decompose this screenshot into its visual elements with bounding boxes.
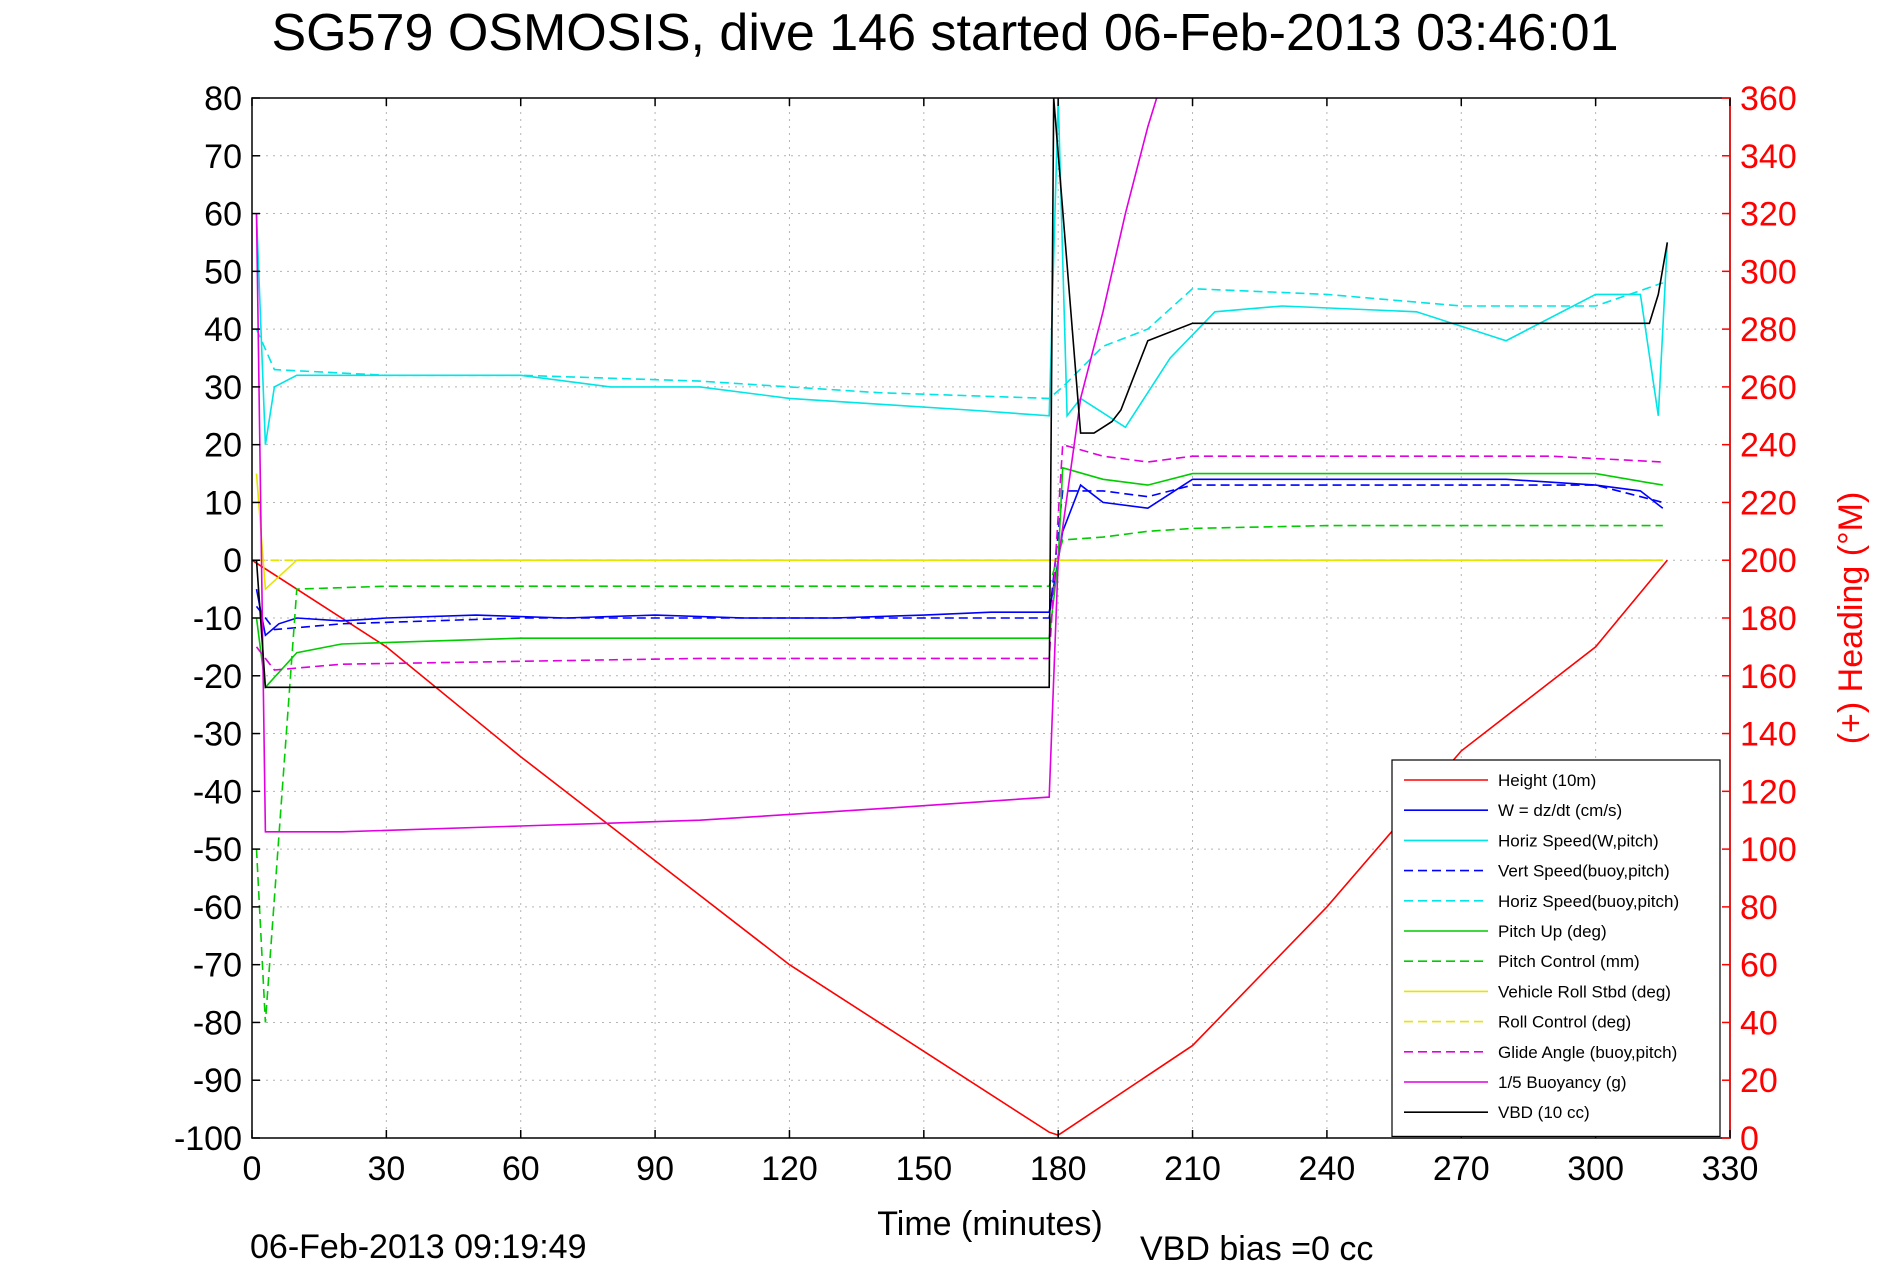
legend-label: Glide Angle (buoy,pitch) [1498, 1043, 1677, 1062]
y-right-tick-label: 60 [1740, 947, 1778, 985]
y-tick-label: -30 [193, 716, 242, 754]
legend: Height (10m) W = dz/dt (cm/s) Horiz Speed(… [1391, 759, 1721, 1137]
series-line-9 [255, 443, 1663, 671]
x-tick-label: 150 [895, 1150, 952, 1188]
y-right-tick-label: 260 [1740, 369, 1797, 407]
y-axis-right-label: (+) Heading (°M) [1832, 492, 1870, 745]
y-right-tick-label: 120 [1740, 773, 1797, 811]
y-tick-label: -50 [193, 831, 242, 869]
y-tick-label: 30 [204, 369, 242, 407]
y-tick-label: -90 [193, 1062, 242, 1100]
legend-label: Horiz Speed(buoy,pitch) [1498, 892, 1679, 911]
series-line-11 [255, 98, 1669, 689]
y-right-tick-label: 180 [1740, 600, 1797, 638]
y-right-tick-label: 80 [1740, 889, 1778, 927]
y-tick-label: 10 [204, 484, 242, 522]
y-tick-label: -40 [193, 773, 242, 811]
y-tick-label: 40 [204, 311, 242, 349]
legend-label: Pitch Up (deg) [1498, 922, 1607, 941]
y-tick-label: -10 [193, 600, 242, 638]
y-right-tick-label: 100 [1740, 831, 1797, 869]
series-line-5 [255, 466, 1663, 690]
y-tick-label: 80 [204, 80, 242, 118]
y-tick-label: 60 [204, 196, 242, 234]
y-right-tick-label: 240 [1740, 427, 1797, 465]
y-tick-label: 70 [204, 138, 242, 176]
x-tick-label: 240 [1299, 1150, 1356, 1188]
legend-label: 1/5 Buoyancy (g) [1498, 1073, 1627, 1092]
y-right-tick-label: 320 [1740, 196, 1797, 234]
chart-title: SG579 OSMOSIS, dive 146 started 06-Feb-2… [271, 4, 1618, 62]
y-right-tick-label: 220 [1740, 484, 1797, 522]
x-tick-label: 90 [636, 1150, 674, 1188]
y-right-tick-label: 300 [1740, 253, 1797, 291]
y-right-tick-label: 200 [1740, 542, 1797, 580]
y-right-tick-label: 280 [1740, 311, 1797, 349]
y-tick-label: -70 [193, 947, 242, 985]
y-right-tick-label: 360 [1740, 80, 1797, 118]
legend-label: Horiz Speed(W,pitch) [1498, 831, 1659, 850]
y-right-tick-label: 160 [1740, 658, 1797, 696]
y-tick-label: -60 [193, 889, 242, 927]
series-line-6 [255, 524, 1663, 1023]
y-right-tick-label: 140 [1740, 716, 1797, 754]
vbd-bias-note: VBD bias =0 cc [1140, 1230, 1373, 1262]
series-layer [252, 98, 1669, 1136]
y-right-tick-label: 340 [1740, 138, 1797, 176]
legend-label: Pitch Control (mm) [1498, 952, 1640, 971]
x-tick-label: 330 [1702, 1150, 1759, 1188]
series-line-2 [255, 98, 1669, 445]
y-right-tick-label: 20 [1740, 1062, 1778, 1100]
x-tick-label: 30 [367, 1150, 405, 1188]
axis-ticks: 0 30 60 90 120 150 180 210 240 270 300 330-100-90-8… [174, 80, 1797, 1188]
y-right-tick-label: 40 [1740, 1004, 1778, 1042]
x-tick-label: 60 [502, 1150, 540, 1188]
y-tick-label: 0 [223, 542, 242, 580]
y-tick-label: -100 [174, 1120, 242, 1158]
x-tick-label: 270 [1433, 1150, 1490, 1188]
x-tick-label: 210 [1164, 1150, 1221, 1188]
legend-box [1391, 759, 1721, 1137]
legend-label: VBD (10 cc) [1498, 1103, 1590, 1122]
legend-label: W = dz/dt (cm/s) [1498, 801, 1622, 820]
x-tick-label: 120 [761, 1150, 818, 1188]
x-tick-label: 0 [243, 1150, 262, 1188]
y-tick-label: 20 [204, 427, 242, 465]
y-tick-label: 50 [204, 253, 242, 291]
series-line-1 [255, 478, 1664, 637]
x-axis-label: Time (minutes) [877, 1205, 1102, 1243]
series-line-3 [255, 484, 1663, 631]
series-line-4 [255, 282, 1664, 400]
legend-label: Vehicle Roll Stbd (deg) [1498, 982, 1671, 1001]
footer-timestamp: 06-Feb-2013 09:19:49 [250, 1228, 586, 1262]
series-line-7 [255, 473, 1663, 591]
y-tick-label: -80 [193, 1004, 242, 1042]
series-line-10 [255, 98, 1158, 833]
legend-label: Vert Speed(buoy,pitch) [1498, 862, 1670, 881]
legend-label: Height (10m) [1498, 771, 1596, 790]
x-tick-label: 300 [1567, 1150, 1624, 1188]
legend-label: Roll Control (deg) [1498, 1013, 1631, 1032]
x-tick-label: 180 [1030, 1150, 1087, 1188]
y-tick-label: -20 [193, 658, 242, 696]
y-right-tick-label: 0 [1740, 1120, 1759, 1158]
